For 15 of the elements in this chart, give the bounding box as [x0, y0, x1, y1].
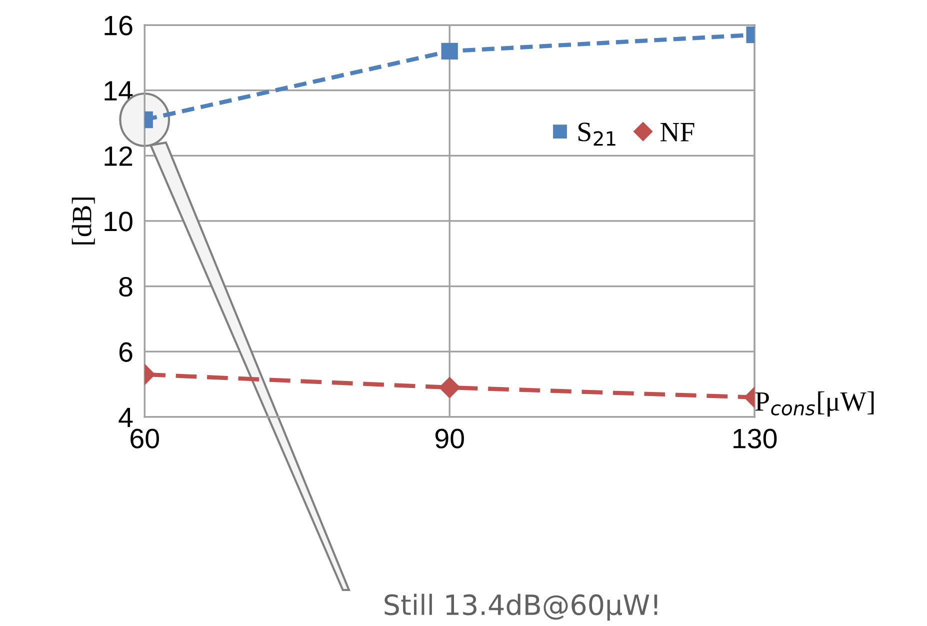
x-tick-label: 90: [435, 428, 464, 448]
legend-label: NF: [660, 123, 694, 142]
y-tick-label: 10: [104, 212, 132, 232]
x-tick-label: 60: [130, 428, 159, 448]
y-tick-label: 4: [118, 408, 133, 427]
x-tick-label: 130: [734, 428, 777, 448]
x-axis-title: P$_{cons}$[μW]: [755, 391, 874, 417]
y-tick-label: 14: [104, 81, 133, 100]
text: Still 13.4dB@60μW!: [384, 594, 658, 621]
y-axis-title: [dB]: [72, 198, 95, 244]
y-tick-label: 8: [119, 276, 132, 297]
y-tick-label: 6: [119, 342, 132, 362]
y-tick-label: 16: [104, 16, 132, 36]
y-tick-label: 12: [104, 146, 132, 166]
legend-label: S$_{21}$: [578, 122, 616, 146]
